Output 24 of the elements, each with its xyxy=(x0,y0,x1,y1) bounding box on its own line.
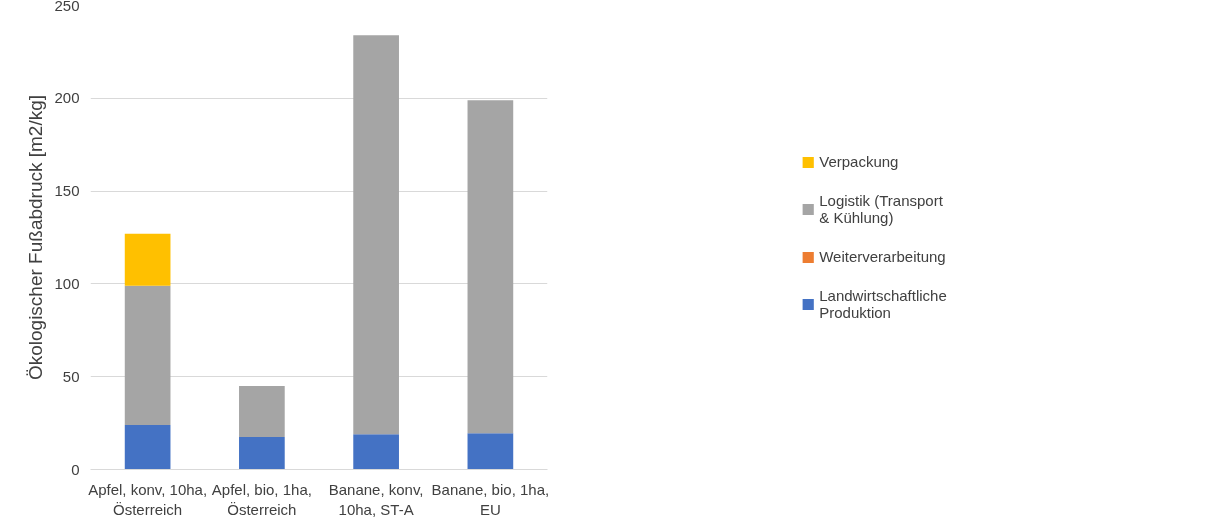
bar xyxy=(467,100,514,434)
y-tick-label: 150 xyxy=(54,182,80,200)
x-tick-label: Apfel, konv, 10ha, Österreich xyxy=(88,480,208,518)
bar xyxy=(124,424,171,470)
legend-label: Verpackung xyxy=(819,153,899,170)
x-tick-label: Banane, konv, 10ha, ST-A xyxy=(328,480,424,518)
y-tick-label: 50 xyxy=(62,367,80,385)
bar xyxy=(124,233,171,286)
y-tick-label: 0 xyxy=(71,460,80,478)
y-tick-label: 100 xyxy=(54,274,80,292)
bar xyxy=(353,35,399,435)
y-tick-label: 250 xyxy=(54,0,80,14)
bar xyxy=(124,285,171,425)
bar xyxy=(467,433,514,470)
x-tick-label: Banane, bio, 1ha, EU xyxy=(431,480,550,518)
legend-label: Logistik (Transport & Kühlung) xyxy=(819,192,943,226)
bar xyxy=(239,385,285,438)
y-axis-title: Ökologischer Fußabdruck [m2/kg] xyxy=(25,94,47,381)
bar xyxy=(353,434,399,470)
legend-label: Weiterverarbeitung xyxy=(819,248,946,265)
bar xyxy=(239,437,285,470)
y-tick-label: 200 xyxy=(54,89,80,107)
x-tick-label: Apfel, bio, 1ha, Österreich xyxy=(211,480,312,518)
legend-label: Landwirtschaftliche Produktion xyxy=(819,287,947,321)
